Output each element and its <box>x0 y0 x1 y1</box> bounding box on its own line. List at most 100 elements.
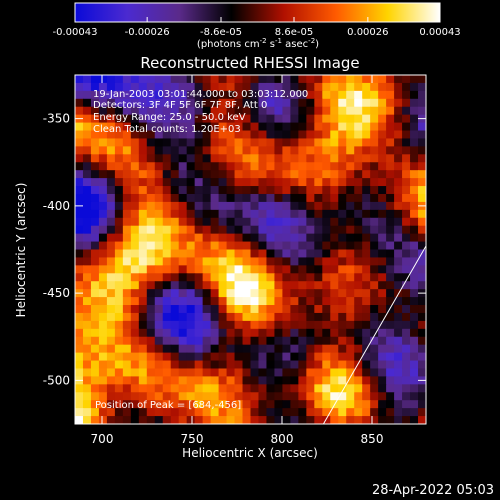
heatmap-cell <box>138 312 148 322</box>
heatmap-cell <box>282 305 291 314</box>
heatmap-cell <box>146 281 156 290</box>
heatmap-cell <box>258 344 268 354</box>
heatmap-cell <box>218 201 228 211</box>
heatmap-cell <box>386 82 395 92</box>
heatmap-cell <box>186 233 196 243</box>
heatmap-cell <box>186 360 196 370</box>
heatmap-cell <box>202 368 212 378</box>
heatmap-cell <box>130 209 140 219</box>
heatmap-cell <box>370 408 379 417</box>
heatmap-cell <box>170 400 180 409</box>
heatmap-cell <box>218 336 228 346</box>
heatmap-cell <box>170 376 180 385</box>
heatmap-cell <box>138 297 148 306</box>
heatmap-cell <box>98 273 108 282</box>
heatmap-cell <box>330 233 339 243</box>
heatmap-cell <box>314 241 323 251</box>
heatmap-cell <box>106 162 116 171</box>
heatmap-cell <box>210 217 220 227</box>
heatmap-cell <box>210 138 220 147</box>
heatmap-cell <box>186 384 196 393</box>
heatmap-cell <box>338 344 347 354</box>
heatmap-cell <box>410 368 419 378</box>
heatmap-cell <box>346 249 355 259</box>
heatmap-cell <box>106 146 116 155</box>
heatmap-cell <box>298 392 307 401</box>
heatmap-cell <box>154 336 164 346</box>
heatmap-cell <box>90 209 100 219</box>
heatmap-cell <box>394 209 403 219</box>
heatmap-cell <box>298 75 307 84</box>
heatmap-cell <box>274 209 284 219</box>
heatmap-cell <box>234 241 244 251</box>
heatmap-cell <box>274 138 284 147</box>
heatmap-cell <box>402 352 411 362</box>
heatmap-cell <box>242 186 252 195</box>
heatmap-cell <box>98 162 108 171</box>
heatmap-cell <box>410 75 419 84</box>
heatmap-cell <box>218 257 228 266</box>
heatmap-cell <box>410 265 419 274</box>
heatmap-cell <box>122 162 132 171</box>
heatmap-cell <box>138 241 148 251</box>
heatmap-cell <box>202 344 212 354</box>
heatmap-cell <box>210 75 220 84</box>
heatmap-cell <box>418 75 426 84</box>
heatmap-cell <box>75 249 84 259</box>
heatmap-cell <box>82 225 92 235</box>
heatmap-cell <box>306 82 315 92</box>
heatmap-cell <box>106 360 116 370</box>
heatmap-cell <box>234 90 244 100</box>
heatmap-cell <box>338 154 347 163</box>
heatmap-cell <box>242 162 252 171</box>
heatmap-cell <box>322 193 331 203</box>
heatmap-cell <box>410 170 419 179</box>
heatmap-cell <box>282 225 291 235</box>
heatmap-cell <box>354 241 363 251</box>
heatmap-cell <box>394 82 403 92</box>
heatmap-cell <box>194 336 204 346</box>
heatmap-cell <box>290 138 299 147</box>
heatmap-cell <box>330 352 339 362</box>
heatmap-cell <box>354 90 363 100</box>
heatmap-cell <box>218 408 228 417</box>
heatmap-cell <box>146 328 156 338</box>
heatmap-cell <box>338 170 347 179</box>
heatmap-cell <box>338 98 347 108</box>
heatmap-cell <box>370 273 379 282</box>
heatmap-cell <box>114 82 124 92</box>
heatmap-cell <box>186 82 196 92</box>
heatmap-cell <box>178 265 188 274</box>
heatmap-cell <box>378 98 387 108</box>
heatmap-cell <box>114 400 124 409</box>
heatmap-cell <box>290 265 299 274</box>
heatmap-cell <box>194 320 204 330</box>
heatmap-cell <box>194 154 204 163</box>
heatmap-cell <box>138 201 148 211</box>
heatmap-cell <box>114 384 124 393</box>
heatmap-cell <box>82 186 92 195</box>
heatmap-cell <box>122 114 132 124</box>
heatmap-cell <box>378 170 387 179</box>
heatmap-cell <box>370 90 379 100</box>
heatmap-cell <box>410 98 419 108</box>
heatmap-cell <box>394 186 403 195</box>
heatmap-cell <box>210 328 220 338</box>
heatmap-cell <box>130 297 140 306</box>
heatmap-cell <box>338 273 347 282</box>
heatmap-cell <box>274 368 284 378</box>
heatmap-cell <box>290 82 299 92</box>
heatmap-cell <box>162 305 172 314</box>
heatmap-cell <box>314 360 323 370</box>
heatmap-cell <box>242 328 252 338</box>
heatmap-cell <box>354 146 363 155</box>
heatmap-cell <box>75 320 84 330</box>
heatmap-cell <box>194 289 204 298</box>
heatmap-cell <box>266 186 276 195</box>
heatmap-cell <box>298 297 307 306</box>
heatmap-cell <box>106 312 116 322</box>
heatmap-cell <box>410 344 419 354</box>
heatmap-cell <box>322 257 331 266</box>
heatmap-cell <box>114 305 124 314</box>
heatmap-cell <box>154 416 164 424</box>
